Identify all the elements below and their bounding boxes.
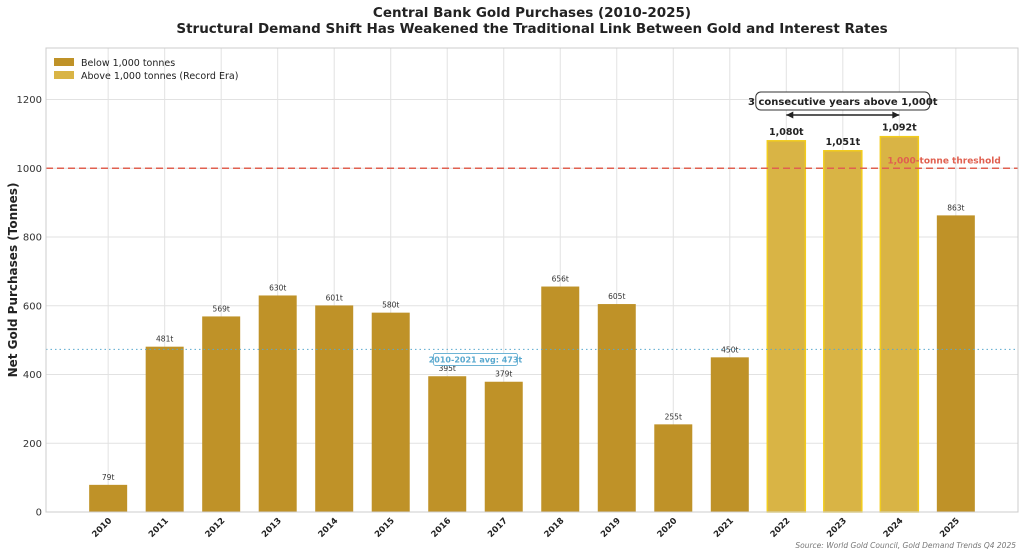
legend-label-below: Below 1,000 tonnes bbox=[81, 58, 175, 69]
data-label-2015: 580t bbox=[382, 301, 399, 310]
bar-2017 bbox=[484, 381, 523, 512]
x-tick-label-2011: 2011 bbox=[147, 516, 171, 540]
x-tick-label-2018: 2018 bbox=[543, 516, 567, 540]
source-note: Source: World Gold Council, Gold Demand … bbox=[795, 541, 1016, 550]
data-label-2021: 450t bbox=[721, 345, 738, 354]
bar-2013 bbox=[258, 295, 297, 512]
bar-2025 bbox=[936, 215, 975, 512]
data-label-2011: 481t bbox=[156, 335, 173, 344]
bar-2010 bbox=[89, 484, 128, 512]
data-label-2014: 601t bbox=[326, 293, 343, 302]
y-tick-label: 400 bbox=[23, 370, 42, 381]
bar-2014 bbox=[315, 305, 354, 512]
y-tick-label: 0 bbox=[36, 508, 42, 519]
y-tick-label: 600 bbox=[23, 301, 42, 312]
average-label: 2010-2021 avg: 473t bbox=[429, 355, 523, 364]
data-label-2016: 395t bbox=[439, 364, 456, 373]
data-label-2020: 255t bbox=[665, 412, 682, 421]
bar-2019 bbox=[597, 304, 636, 512]
data-label-2012: 569t bbox=[213, 304, 230, 313]
data-label-2019: 605t bbox=[608, 292, 625, 301]
data-label-2022: 1,080t bbox=[769, 127, 804, 138]
bar-2022 bbox=[766, 140, 807, 513]
x-tick-label-2014: 2014 bbox=[317, 516, 341, 540]
legend-swatch-above bbox=[54, 71, 74, 79]
x-tick-label-2013: 2013 bbox=[260, 516, 284, 540]
y-tick-label: 1200 bbox=[17, 95, 42, 106]
x-tick-label-2016: 2016 bbox=[430, 516, 454, 540]
annotation-text: 3 consecutive years above 1,000t bbox=[748, 97, 938, 108]
x-tick-label-2019: 2019 bbox=[599, 516, 623, 540]
bar-2021 bbox=[710, 357, 749, 512]
x-tick-label-2023: 2023 bbox=[825, 516, 849, 540]
bar-2011 bbox=[145, 346, 184, 512]
data-label-2025: 863t bbox=[947, 203, 964, 212]
annotation-box bbox=[755, 91, 931, 111]
legend: Below 1,000 tonnes Above 1,000 tonnes (R… bbox=[54, 58, 238, 82]
x-tick-label-2015: 2015 bbox=[373, 516, 397, 540]
bar-2016 bbox=[428, 376, 467, 512]
y-tick-label: 1000 bbox=[17, 164, 42, 175]
average-label-box bbox=[433, 353, 518, 366]
bar-2024 bbox=[879, 135, 920, 513]
x-tick-label-2020: 2020 bbox=[656, 516, 680, 540]
x-tick-label-2025: 2025 bbox=[938, 516, 962, 540]
data-label-2010: 79t bbox=[102, 473, 115, 482]
plot-frame bbox=[45, 47, 1019, 513]
bar-2023 bbox=[823, 150, 863, 513]
threshold-label: 1,000-tonne threshold bbox=[887, 156, 1000, 166]
legend-swatch-below bbox=[54, 58, 74, 66]
x-tick-label-2024: 2024 bbox=[882, 516, 906, 540]
data-label-2018: 656t bbox=[552, 275, 569, 284]
data-label-2017: 379t bbox=[495, 370, 512, 379]
chart-subtitle: Structural Demand Shift Has Weakened the… bbox=[176, 21, 887, 37]
data-label-2013: 630t bbox=[269, 283, 286, 292]
x-tick-label-2021: 2021 bbox=[712, 516, 736, 540]
bar-2020 bbox=[654, 424, 693, 512]
y-tick-label: 800 bbox=[23, 233, 42, 244]
bar-2018 bbox=[541, 286, 580, 512]
y-axis-label: Net Gold Purchases (Tonnes) bbox=[6, 183, 20, 378]
data-label-2023: 1,051t bbox=[826, 137, 861, 148]
y-tick-label: 200 bbox=[23, 439, 42, 450]
x-tick-label-2022: 2022 bbox=[769, 516, 793, 540]
legend-label-above: Above 1,000 tonnes (Record Era) bbox=[81, 71, 238, 82]
chart-title: Central Bank Gold Purchases (2010-2025) bbox=[373, 5, 691, 21]
x-tick-label-2017: 2017 bbox=[486, 516, 510, 540]
x-tick-label-2010: 2010 bbox=[90, 516, 114, 540]
data-label-2024: 1,092t bbox=[882, 123, 917, 134]
x-tick-label-2012: 2012 bbox=[203, 516, 227, 540]
bar-2012 bbox=[202, 316, 241, 512]
bar-2015 bbox=[371, 312, 410, 512]
